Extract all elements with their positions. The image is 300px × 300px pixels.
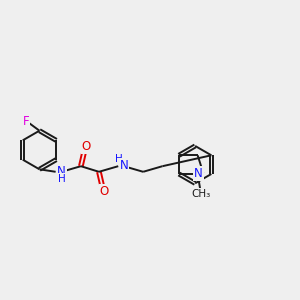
Text: N: N bbox=[57, 165, 66, 178]
Text: O: O bbox=[100, 185, 109, 198]
Text: H: H bbox=[58, 174, 65, 184]
Text: CH₃: CH₃ bbox=[191, 189, 210, 199]
Text: H: H bbox=[115, 154, 123, 164]
Text: N: N bbox=[194, 167, 203, 180]
Text: O: O bbox=[82, 140, 91, 153]
Text: F: F bbox=[23, 115, 29, 128]
Text: N: N bbox=[119, 159, 128, 172]
